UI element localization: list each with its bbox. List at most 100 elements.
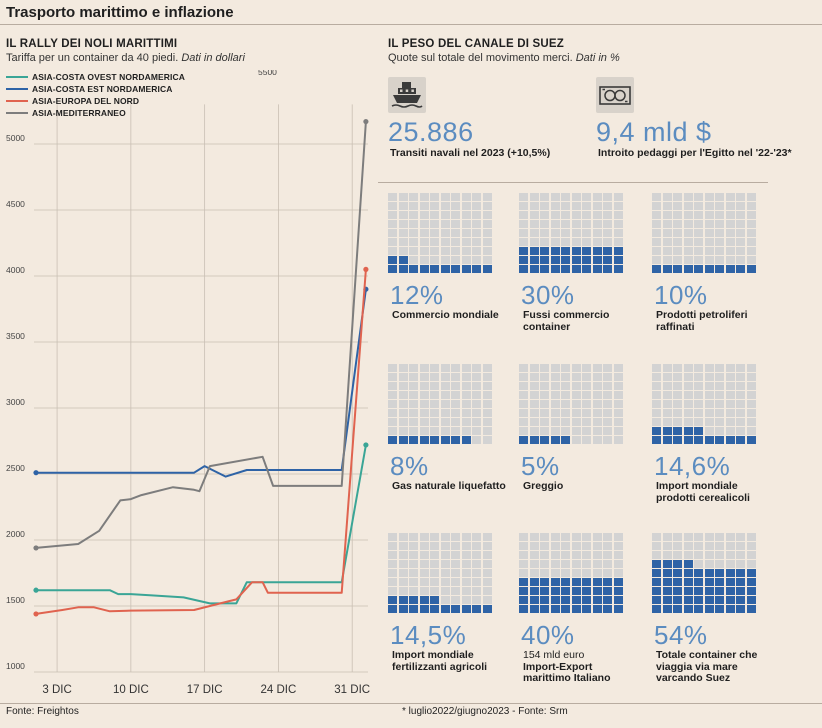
waffle-cell xyxy=(662,193,672,201)
waffle-cell xyxy=(582,382,591,390)
waffle-cell xyxy=(461,382,471,390)
waffle-cell xyxy=(561,551,570,559)
waffle-cell xyxy=(571,409,581,417)
waffle-cell xyxy=(613,202,623,210)
waffle-cell xyxy=(409,265,418,273)
waffle-cell xyxy=(550,229,560,237)
waffle-cell xyxy=(613,229,623,237)
waffle-cell xyxy=(652,560,661,568)
waffle-cell xyxy=(704,533,714,541)
waffle-cell xyxy=(592,605,602,613)
waffle-cell xyxy=(451,391,460,399)
waffle-cell xyxy=(451,238,460,246)
waffle-label: Commercio mondiale xyxy=(392,309,499,321)
waffle-cell xyxy=(582,256,591,264)
waffle-cell xyxy=(694,256,703,264)
waffle-cell xyxy=(694,229,703,237)
waffle-cell xyxy=(662,202,672,210)
waffle-cell xyxy=(571,256,581,264)
waffle-cell xyxy=(603,533,612,541)
waffle-cell xyxy=(673,256,682,264)
waffle-cell xyxy=(540,373,549,381)
waffle-cell xyxy=(440,373,450,381)
waffle-cell xyxy=(746,427,756,435)
waffle-cell xyxy=(550,364,560,372)
waffle-percent: 14,5% xyxy=(390,620,467,650)
waffle-cell xyxy=(662,569,672,577)
waffle-cell xyxy=(715,265,724,273)
waffle-cell xyxy=(652,220,661,228)
waffle-cell xyxy=(519,436,528,444)
waffle-cell xyxy=(561,427,570,435)
waffle-cell xyxy=(725,578,735,586)
waffle-cell xyxy=(519,542,528,550)
waffle-cell xyxy=(582,220,591,228)
waffle-cell xyxy=(715,400,724,408)
waffle-cell xyxy=(673,193,682,201)
waffle-cell xyxy=(472,578,481,586)
waffle-percent: 54% xyxy=(654,620,708,650)
waffle-cell xyxy=(571,596,581,604)
waffle-cell xyxy=(725,560,735,568)
waffle-cell xyxy=(704,211,714,219)
waffle-cell xyxy=(652,400,661,408)
waffle-cell xyxy=(662,409,672,417)
waffle-cell xyxy=(603,238,612,246)
waffle-cell xyxy=(472,587,481,595)
waffle-cell xyxy=(398,256,408,264)
waffle-cell xyxy=(409,560,418,568)
waffle-cell xyxy=(440,247,450,255)
waffle-cell xyxy=(571,551,581,559)
waffle-cell xyxy=(461,202,471,210)
waffle-cell xyxy=(451,193,460,201)
waffle-cell xyxy=(603,220,612,228)
waffle-cell xyxy=(430,229,439,237)
waffle-cell xyxy=(725,373,735,381)
waffle-chart xyxy=(388,533,492,613)
waffle-cell xyxy=(736,605,745,613)
waffle-cell xyxy=(482,193,492,201)
waffle-cell xyxy=(662,587,672,595)
waffle-cell xyxy=(529,391,539,399)
waffle-cell xyxy=(409,373,418,381)
waffle-cell xyxy=(736,533,745,541)
waffle-cell xyxy=(715,578,724,586)
waffle-cell xyxy=(561,373,570,381)
waffle-cell xyxy=(571,587,581,595)
waffle-chart xyxy=(519,364,623,444)
waffle-cell xyxy=(683,569,693,577)
waffle-cell xyxy=(398,427,408,435)
waffle-cell xyxy=(461,605,471,613)
legend-swatch xyxy=(6,100,28,102)
waffle-cell xyxy=(451,578,460,586)
waffle-cell xyxy=(694,418,703,426)
waffle-cell xyxy=(561,364,570,372)
waffle-cell xyxy=(440,238,450,246)
waffle-cell xyxy=(409,382,418,390)
waffle-cell xyxy=(715,220,724,228)
waffle-cell xyxy=(582,364,591,372)
waffle-cell xyxy=(725,400,735,408)
waffle-cell xyxy=(529,220,539,228)
waffle-cell xyxy=(388,229,397,237)
waffle-cell xyxy=(461,247,471,255)
waffle-cell xyxy=(662,605,672,613)
waffle-cell xyxy=(673,211,682,219)
waffle-cell xyxy=(582,418,591,426)
waffle-cell xyxy=(736,202,745,210)
waffle-cell xyxy=(652,211,661,219)
waffle-cell xyxy=(550,202,560,210)
waffle-cell xyxy=(409,193,418,201)
waffle-cell xyxy=(388,569,397,577)
waffle-cell xyxy=(571,193,581,201)
waffle-cell xyxy=(736,391,745,399)
waffle-cell xyxy=(592,551,602,559)
y-tick-label: 4500 xyxy=(6,199,25,209)
waffle-cell xyxy=(561,409,570,417)
waffle-cell xyxy=(673,605,682,613)
waffle-cell xyxy=(409,229,418,237)
legend-label: ASIA-MEDITERRANEO xyxy=(32,108,126,118)
waffle-cell xyxy=(704,373,714,381)
waffle-cell xyxy=(652,418,661,426)
waffle-cell xyxy=(472,409,481,417)
